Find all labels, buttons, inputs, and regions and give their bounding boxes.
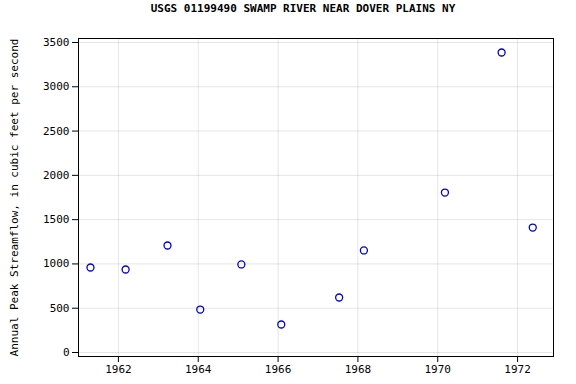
svg-text:1000: 1000 [43,257,70,270]
svg-text:1962: 1962 [105,363,132,376]
html-text:USGS 01199490 SWAMP RIVER NEAR: USGS 01199490 SWAMP RIVER NEAR DOVER PLA… [150,2,456,15]
svg-text:1970: 1970 [424,363,451,376]
svg-text:1968: 1968 [345,363,372,376]
svg-text:0: 0 [63,346,70,359]
svg-text:3000: 3000 [43,80,70,93]
svg-text:2500: 2500 [43,125,70,138]
svg-text:1964: 1964 [185,363,212,376]
svg-text:500: 500 [50,302,70,315]
svg-text:3500: 3500 [43,36,70,49]
svg-text:2000: 2000 [43,169,70,182]
svg-text:1500: 1500 [43,213,70,226]
svg-text:1972: 1972 [504,363,531,376]
svg-text:1966: 1966 [265,363,292,376]
svg-text:Annual Peak Streamflow, in cub: Annual Peak Streamflow, in cubic feet pe… [8,39,21,357]
